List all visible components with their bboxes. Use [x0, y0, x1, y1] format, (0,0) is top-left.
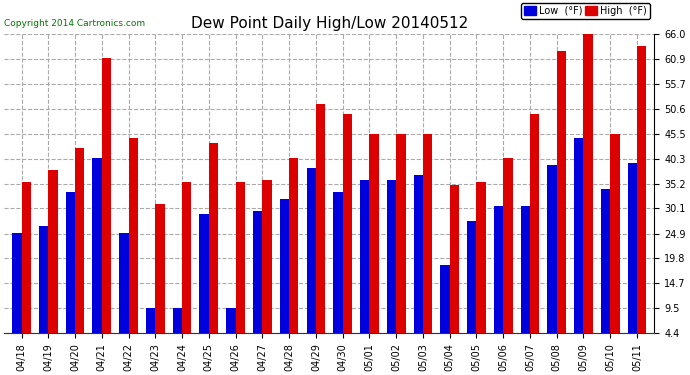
Bar	[182, 182, 191, 333]
Bar	[262, 180, 272, 333]
Bar	[66, 192, 75, 333]
Bar	[39, 226, 48, 333]
Bar	[547, 165, 557, 333]
Bar	[172, 308, 182, 333]
Bar	[316, 104, 325, 333]
Bar	[75, 148, 84, 333]
Bar	[476, 182, 486, 333]
Bar	[413, 175, 423, 333]
Bar	[128, 138, 138, 333]
Bar	[494, 206, 503, 333]
Bar	[450, 184, 459, 333]
Bar	[235, 182, 245, 333]
Bar	[92, 158, 102, 333]
Bar	[146, 308, 155, 333]
Bar	[423, 134, 432, 333]
Bar	[610, 134, 620, 333]
Bar	[209, 143, 218, 333]
Bar	[119, 233, 128, 333]
Bar	[102, 58, 111, 333]
Bar	[306, 168, 316, 333]
Bar	[574, 138, 584, 333]
Bar	[440, 265, 450, 333]
Bar	[396, 134, 406, 333]
Bar	[503, 158, 513, 333]
Bar	[333, 192, 343, 333]
Bar	[628, 163, 637, 333]
Bar	[601, 189, 610, 333]
Bar	[530, 114, 540, 333]
Text: Copyright 2014 Cartronics.com: Copyright 2014 Cartronics.com	[4, 19, 146, 28]
Bar	[584, 34, 593, 333]
Bar	[48, 170, 58, 333]
Bar	[12, 233, 21, 333]
Bar	[253, 211, 262, 333]
Bar	[279, 199, 289, 333]
Bar	[360, 180, 369, 333]
Bar	[21, 182, 31, 333]
Title: Dew Point Daily High/Low 20140512: Dew Point Daily High/Low 20140512	[190, 16, 468, 32]
Bar	[226, 308, 235, 333]
Bar	[467, 221, 476, 333]
Bar	[557, 51, 566, 333]
Bar	[289, 158, 299, 333]
Bar	[155, 204, 165, 333]
Bar	[199, 214, 209, 333]
Bar	[637, 46, 647, 333]
Bar	[343, 114, 352, 333]
Bar	[387, 180, 396, 333]
Bar	[520, 206, 530, 333]
Bar	[369, 134, 379, 333]
Legend: Low  (°F), High  (°F): Low (°F), High (°F)	[522, 3, 649, 19]
